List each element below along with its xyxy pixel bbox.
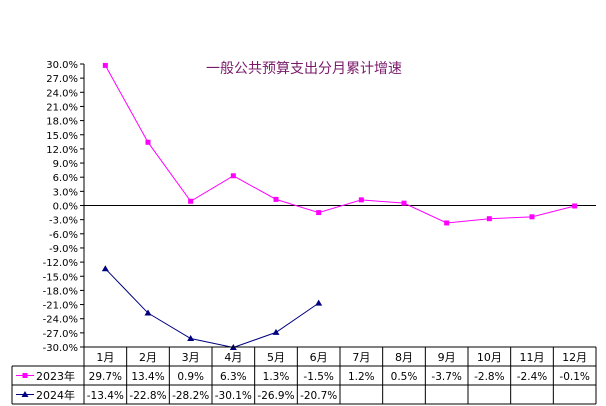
data-point <box>187 335 195 342</box>
x-category-label: 12月 <box>562 351 587 364</box>
table-cell-value: -2.8% <box>474 371 504 383</box>
table-cell-value: 29.7% <box>89 371 122 383</box>
table-cell-value: 1.2% <box>348 371 375 383</box>
data-point <box>401 200 407 206</box>
series-lines <box>104 65 575 348</box>
table-cell-value: 0.5% <box>391 371 418 383</box>
y-tick-label: -15.0% <box>43 272 78 283</box>
data-point <box>529 214 535 220</box>
y-tick-label: 27.0% <box>46 74 78 85</box>
y-tick-label: 3.0% <box>53 187 78 198</box>
x-category-label: 2月 <box>139 351 157 364</box>
data-point <box>486 216 492 222</box>
y-tick-label: 15.0% <box>46 131 78 142</box>
table-cell-value: -2.4% <box>517 371 547 383</box>
x-category-label: 10月 <box>477 351 502 364</box>
data-point <box>315 299 323 306</box>
legend-key-marker <box>21 391 29 397</box>
y-tick-label: -21.0% <box>43 301 78 312</box>
y-tick-label: 9.0% <box>53 159 78 170</box>
y-tick-label: -9.0% <box>49 244 78 255</box>
table-cell-value: -30.1% <box>215 390 252 402</box>
data-point <box>273 196 279 202</box>
table-cell-value: 0.9% <box>177 371 204 383</box>
data-point <box>144 309 152 316</box>
table-cell-value: -3.7% <box>431 371 461 383</box>
table-cell-value: -28.2% <box>172 390 209 402</box>
table-cell-value: 6.3% <box>220 371 247 383</box>
y-tick-label: -18.0% <box>43 286 78 297</box>
data-point <box>316 210 322 216</box>
table-cell-value: -13.4% <box>87 390 124 402</box>
table-cell-value: 13.4% <box>131 371 164 383</box>
legend-key-marker <box>22 373 28 378</box>
legend-series-name: 2024年 <box>36 388 75 402</box>
data-point <box>358 197 364 203</box>
x-category-label: 11月 <box>520 351 545 364</box>
table-cell-value: -20.7% <box>300 390 337 402</box>
x-category-label: 1月 <box>96 351 114 364</box>
x-category-label: 8月 <box>395 351 413 364</box>
y-tick-label: 24.0% <box>46 88 78 99</box>
x-category-label: 3月 <box>182 351 200 364</box>
x-category-label: 5月 <box>267 351 285 364</box>
data-point <box>230 173 236 179</box>
table-cell-value: -22.8% <box>129 390 166 402</box>
data-point <box>145 139 151 145</box>
data-point <box>101 265 109 272</box>
y-tick-label: -12.0% <box>43 258 78 269</box>
y-axis: 30.0% 27.0% 24.0% 21.0% 18.0% 15.0% 12.0% 9.0% 6… <box>43 60 85 354</box>
x-category-label: 6月 <box>310 351 328 364</box>
y-tick-label: 30.0% <box>46 60 78 71</box>
data-point <box>444 220 450 226</box>
y-tick-label: 6.0% <box>53 173 78 184</box>
data-table: 1月 2月 3月 4月 5月 6月 7月 8月 9月 10月 11月 12月 2023年 29.7% 13.… <box>11 346 597 405</box>
series-line-1 <box>104 65 575 224</box>
y-tick-label: -30.0% <box>43 343 78 354</box>
table-cell-value: -1.5% <box>303 371 333 383</box>
data-point <box>188 198 194 204</box>
y-tick-label: 18.0% <box>46 117 78 128</box>
table-cell-value: 1.3% <box>263 371 290 383</box>
y-tick-label: 12.0% <box>46 145 78 156</box>
y-tick-label: 21.0% <box>46 102 78 113</box>
y-tick-label: -24.0% <box>43 315 78 326</box>
series-line-2 <box>104 268 319 348</box>
y-tick-label: -6.0% <box>49 230 78 241</box>
table-cell-value: -0.1% <box>559 371 589 383</box>
y-tick-label: -3.0% <box>49 216 78 227</box>
x-category-label: 4月 <box>224 351 242 364</box>
data-point <box>572 203 578 209</box>
y-tick-label: -27.0% <box>43 329 78 340</box>
x-category-label: 9月 <box>438 351 456 364</box>
chart-title: 一般公共预算支出分月累计增速 <box>206 61 402 77</box>
y-tick-label: 0.0% <box>53 202 78 213</box>
data-point <box>272 328 280 335</box>
x-category-label: 7月 <box>352 351 370 364</box>
data-point <box>102 62 108 68</box>
legend-series-name: 2023年 <box>36 369 75 383</box>
table-cell-value: -26.9% <box>257 390 294 402</box>
